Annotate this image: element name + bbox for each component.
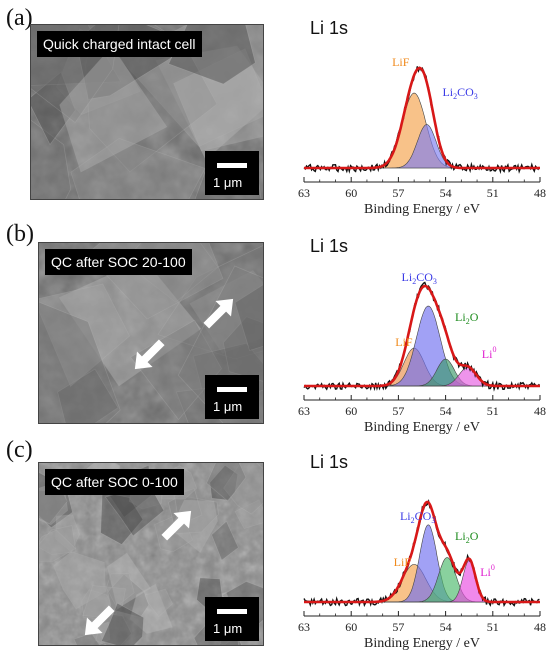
x-tick-label: 63 bbox=[298, 404, 310, 418]
sem-label-a: Quick charged intact cell bbox=[37, 31, 202, 57]
sem-grain bbox=[107, 573, 150, 618]
sem-grain bbox=[129, 583, 173, 634]
panel-letter-b: (b) bbox=[6, 221, 34, 247]
xps-chart-c: 63 60 57 54 51 48 Binding Energy / eV Li2CO3 Li2… bbox=[298, 498, 546, 651]
sem-grain bbox=[144, 588, 173, 618]
sem-grain bbox=[206, 463, 247, 502]
x-tick-label: 63 bbox=[298, 186, 310, 200]
peak-label-Li2CO3: Li2CO3 bbox=[402, 270, 437, 286]
peak-label-Li0: Li0 bbox=[480, 563, 495, 579]
xps-chart-a: 63 60 57 54 51 48 Binding Energy / eV LiF Li2CO3 bbox=[298, 55, 546, 217]
x-tick-label: 48 bbox=[534, 186, 546, 200]
x-tick-label: 48 bbox=[534, 404, 546, 418]
x-tick-label: 60 bbox=[345, 186, 357, 200]
sem-grain bbox=[100, 491, 144, 545]
arrow-icon bbox=[203, 298, 234, 329]
x-tick-label: 60 bbox=[345, 404, 357, 418]
sem-grain bbox=[211, 520, 239, 561]
sem-grain bbox=[39, 529, 77, 562]
sem-grain bbox=[39, 525, 77, 555]
panel-letter-c: (c) bbox=[6, 437, 33, 463]
x-tick-label: 57 bbox=[392, 404, 404, 418]
x-axis-label: Binding Energy / eV bbox=[364, 202, 480, 217]
peak-label-Li2O: Li2O bbox=[455, 310, 479, 326]
panel-letter-a: (a) bbox=[6, 5, 33, 31]
xps-chart-b: 63 60 57 54 51 48 Binding Energy / eV Li2CO3 Li2… bbox=[298, 270, 546, 435]
fit-envelope bbox=[304, 284, 540, 388]
sem-grain bbox=[234, 499, 263, 530]
sem-label-b: QC after SOC 20-100 bbox=[45, 249, 192, 275]
peak-label-Li2CO3: Li2CO3 bbox=[400, 509, 435, 525]
scale-bar-box-b: 1 μm bbox=[205, 375, 259, 419]
scale-bar-a bbox=[217, 163, 247, 168]
sem-grain bbox=[39, 301, 121, 423]
peak-Li2CO3 bbox=[304, 305, 540, 387]
figure-row-a: (a) Quick charged intact cell 1 μm Li 1s… bbox=[0, 0, 550, 220]
x-tick-label: 63 bbox=[298, 620, 310, 634]
arrow-icon bbox=[134, 339, 165, 370]
raw-spectrum bbox=[303, 281, 540, 392]
sem-grain bbox=[234, 284, 263, 351]
scale-bar-box-a: 1 μm bbox=[205, 151, 259, 195]
peak-Li2CO3 bbox=[304, 124, 540, 169]
x-tick-label: 51 bbox=[487, 404, 499, 418]
peak-label-Li2CO3: Li2CO3 bbox=[442, 85, 477, 101]
scale-bar-box-c: 1 μm bbox=[205, 597, 259, 641]
scale-bar-c bbox=[217, 609, 247, 614]
scale-label-c: 1 μm bbox=[213, 621, 243, 636]
xps-title-b: Li 1s bbox=[310, 236, 349, 256]
x-tick-label: 54 bbox=[440, 186, 452, 200]
sem-label-c: QC after SOC 0-100 bbox=[45, 469, 184, 495]
x-tick-label: 60 bbox=[345, 620, 357, 634]
x-tick-label: 57 bbox=[392, 186, 404, 200]
peak-label-LiF: LiF bbox=[392, 55, 410, 69]
peak-Li2CO3 bbox=[304, 524, 540, 603]
peak-label-LiF: LiF bbox=[394, 555, 412, 569]
sem-image-c: QC after SOC 0-100 1 μm bbox=[38, 462, 264, 646]
sem-texture-a bbox=[31, 25, 263, 199]
x-tick-label: 54 bbox=[440, 404, 452, 418]
sem-grain bbox=[31, 119, 72, 199]
x-tick-label: 51 bbox=[487, 620, 499, 634]
scale-label-a: 1 μm bbox=[213, 175, 243, 190]
sem-grain bbox=[53, 551, 106, 610]
x-axis-label: Binding Energy / eV bbox=[364, 420, 480, 435]
scale-bar-b bbox=[217, 387, 247, 392]
sem-grain bbox=[95, 612, 133, 645]
sem-grain bbox=[39, 283, 131, 387]
peak-label-LiF: LiF bbox=[395, 335, 413, 349]
sem-grain bbox=[106, 552, 151, 609]
arrow-icon bbox=[84, 605, 115, 636]
fit-envelope bbox=[304, 66, 540, 170]
sem-grain bbox=[157, 245, 263, 360]
x-tick-label: 54 bbox=[440, 620, 452, 634]
sem-grain bbox=[59, 46, 168, 173]
sem-grain bbox=[173, 48, 263, 152]
fit-envelope bbox=[304, 500, 540, 604]
x-tick-label: 51 bbox=[487, 186, 499, 200]
sem-grain bbox=[209, 464, 239, 501]
xps-title-c: Li 1s bbox=[310, 452, 349, 472]
arrow-icon bbox=[161, 510, 192, 541]
sem-grain bbox=[55, 514, 80, 553]
sem-grain bbox=[222, 316, 263, 382]
sem-grain bbox=[155, 45, 263, 161]
sem-grain bbox=[100, 602, 145, 645]
x-axis-label: Binding Energy / eV bbox=[364, 636, 480, 651]
peak-label-Li2O: Li2O bbox=[455, 529, 479, 545]
sem-grain bbox=[57, 368, 119, 423]
sem-image-a: Quick charged intact cell 1 μm bbox=[30, 24, 264, 200]
x-tick-label: 57 bbox=[392, 620, 404, 634]
peak-label-Li0: Li0 bbox=[482, 345, 497, 361]
scale-label-b: 1 μm bbox=[213, 399, 243, 414]
sem-image-b: QC after SOC 20-100 1 μm bbox=[38, 242, 264, 424]
x-tick-label: 48 bbox=[534, 620, 546, 634]
sem-grain bbox=[31, 71, 76, 146]
xps-title-a: Li 1s bbox=[310, 18, 349, 38]
sem-grain bbox=[223, 463, 263, 515]
sem-grain bbox=[73, 630, 106, 645]
sem-grain bbox=[106, 573, 135, 608]
